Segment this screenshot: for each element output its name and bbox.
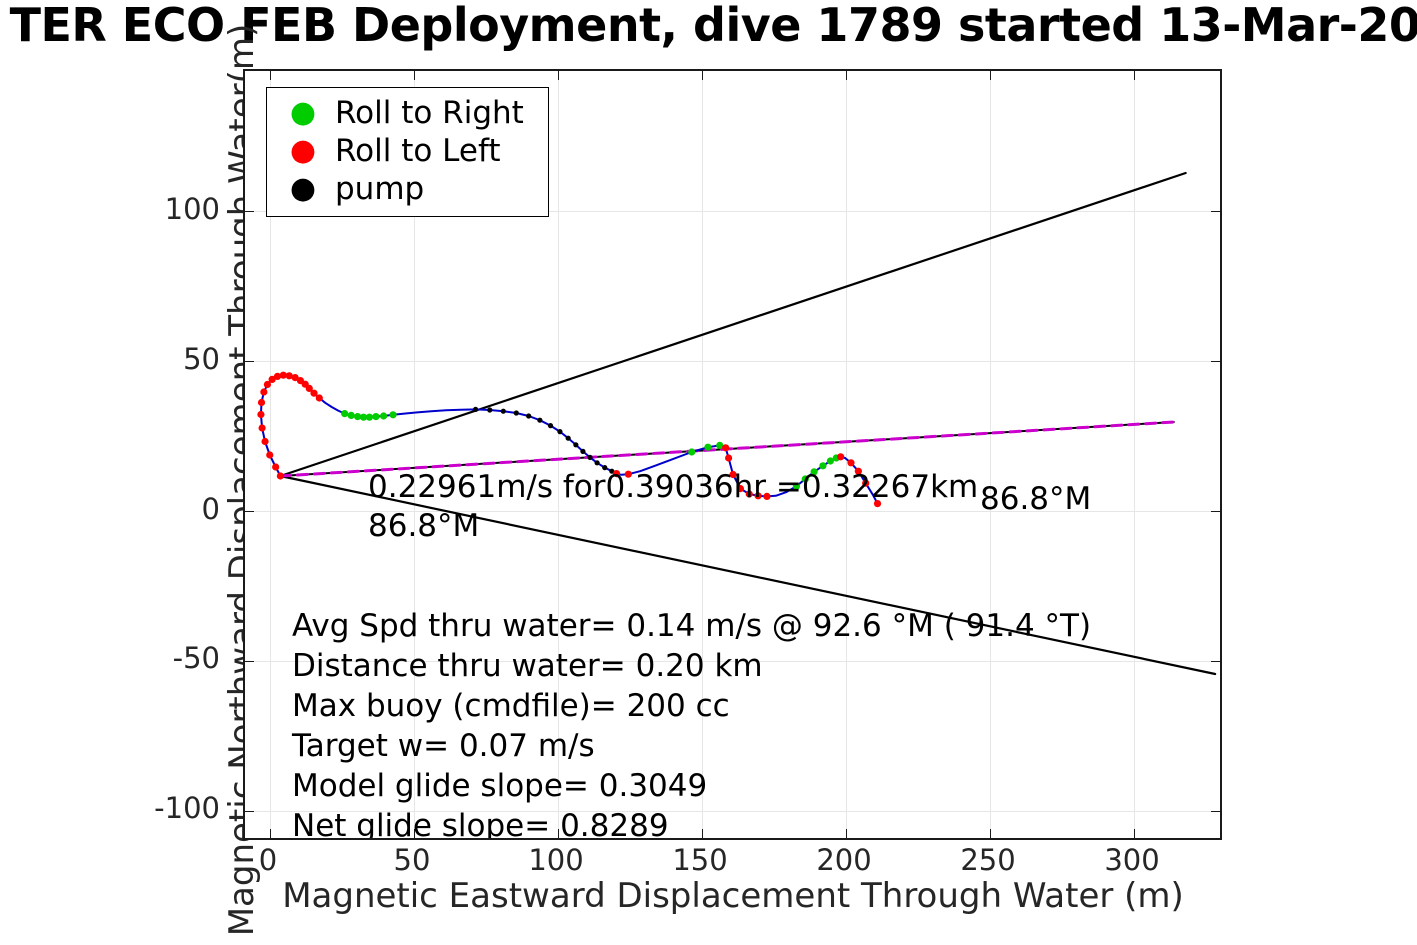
legend-marker-green-dot-icon: ● <box>289 95 317 130</box>
gridline-horizontal <box>245 211 1220 212</box>
x-tick-mark-top <box>990 71 991 80</box>
y-tick-mark <box>245 211 254 212</box>
y-tick-mark <box>245 661 254 662</box>
y-tick-mark-right <box>1211 661 1220 662</box>
stat-max-buoyancy: Max buoy (cmdfile)= 200 cc <box>292 688 730 724</box>
y-tick-mark-right <box>1211 361 1220 362</box>
y-tick-mark-right <box>1211 811 1220 812</box>
y-tick-label-50: 50 <box>183 342 220 376</box>
stat-net-glide-slope: Net glide slope= 0.8289 <box>292 808 669 840</box>
x-tick-label-200: 200 <box>816 843 872 877</box>
x-tick-mark-top <box>846 71 847 80</box>
stat-model-glide-slope: Model glide slope= 0.3049 <box>292 768 708 804</box>
x-tick-label-0: 0 <box>258 843 278 877</box>
legend: ● Roll to Right ● Roll to Left ● pump <box>266 87 549 217</box>
gridline-horizontal <box>245 361 1220 362</box>
x-tick-mark <box>702 829 703 838</box>
gridline-horizontal <box>245 511 1220 512</box>
trajectory-plot <box>257 171 1217 676</box>
y-tick-label-neg100: -100 <box>154 791 220 825</box>
gridline-vertical <box>990 71 991 838</box>
x-tick-label-250: 250 <box>960 843 1016 877</box>
stat-avg-speed: Avg Spd thru water= 0.14 m/s @ 92.6 °M (… <box>292 608 1092 644</box>
gridline-vertical <box>1134 71 1135 838</box>
y-tick-mark <box>245 361 254 362</box>
gridline-vertical <box>414 71 415 838</box>
gridline-horizontal <box>245 811 1220 812</box>
y-tick-label-neg50: -50 <box>172 641 220 675</box>
stat-target-w: Target w= 0.07 m/s <box>292 728 595 764</box>
y-tick-mark-right <box>1211 211 1220 212</box>
x-tick-mark-top <box>270 71 271 80</box>
y-tick-label-0: 0 <box>201 492 220 526</box>
x-tick-label-150: 150 <box>672 843 728 877</box>
x-tick-label-300: 300 <box>1104 843 1160 877</box>
x-tick-mark <box>414 829 415 838</box>
x-tick-mark-top <box>702 71 703 80</box>
annotation-bearing-right: 86.8°M <box>980 481 1092 517</box>
x-tick-mark <box>558 829 559 838</box>
x-tick-mark-top <box>414 71 415 80</box>
legend-item-roll-to-right[interactable]: ● Roll to Right <box>267 94 548 132</box>
figure-title: TER ECO FEB Deployment, dive 1789 starte… <box>9 0 1417 52</box>
gridline-vertical <box>702 71 703 838</box>
x-axis-label: Magnetic Eastward Displacement Through W… <box>282 876 1184 916</box>
legend-label: Roll to Right <box>335 95 524 131</box>
y-tick-mark <box>245 811 254 812</box>
stat-distance: Distance thru water= 0.20 km <box>292 648 763 684</box>
x-tick-mark <box>990 829 991 838</box>
plot-area: 0.22961m/s for0.39036hr =0.32267km 86.8°… <box>243 69 1222 840</box>
annotation-vector-speed: 0.22961m/s for0.39036hr =0.32267km <box>368 469 979 505</box>
x-tick-label-50: 50 <box>393 843 431 877</box>
legend-label: Roll to Left <box>335 133 501 169</box>
x-tick-mark <box>846 829 847 838</box>
y-tick-mark <box>245 511 254 512</box>
annotation-bearing-left: 86.8°M <box>368 508 480 544</box>
statistics-block: Avg Spd thru water= 0.14 m/s @ 92.6 °M (… <box>292 606 1092 840</box>
legend-label: pump <box>335 171 425 207</box>
x-tick-mark-top <box>558 71 559 80</box>
x-tick-mark <box>1134 829 1135 838</box>
legend-marker-black-dot-icon: ● <box>289 171 317 206</box>
gridline-vertical <box>558 71 559 838</box>
gridline-vertical <box>846 71 847 838</box>
x-tick-mark <box>270 829 271 838</box>
legend-item-pump[interactable]: ● pump <box>267 170 548 208</box>
legend-item-roll-to-left[interactable]: ● Roll to Left <box>267 132 548 170</box>
legend-marker-red-dot-icon: ● <box>289 133 317 168</box>
gridline-horizontal <box>245 661 1220 662</box>
y-tick-label-100: 100 <box>164 192 220 226</box>
y-tick-mark-right <box>1211 511 1220 512</box>
x-tick-mark-top <box>1134 71 1135 80</box>
x-tick-label-100: 100 <box>528 843 584 877</box>
